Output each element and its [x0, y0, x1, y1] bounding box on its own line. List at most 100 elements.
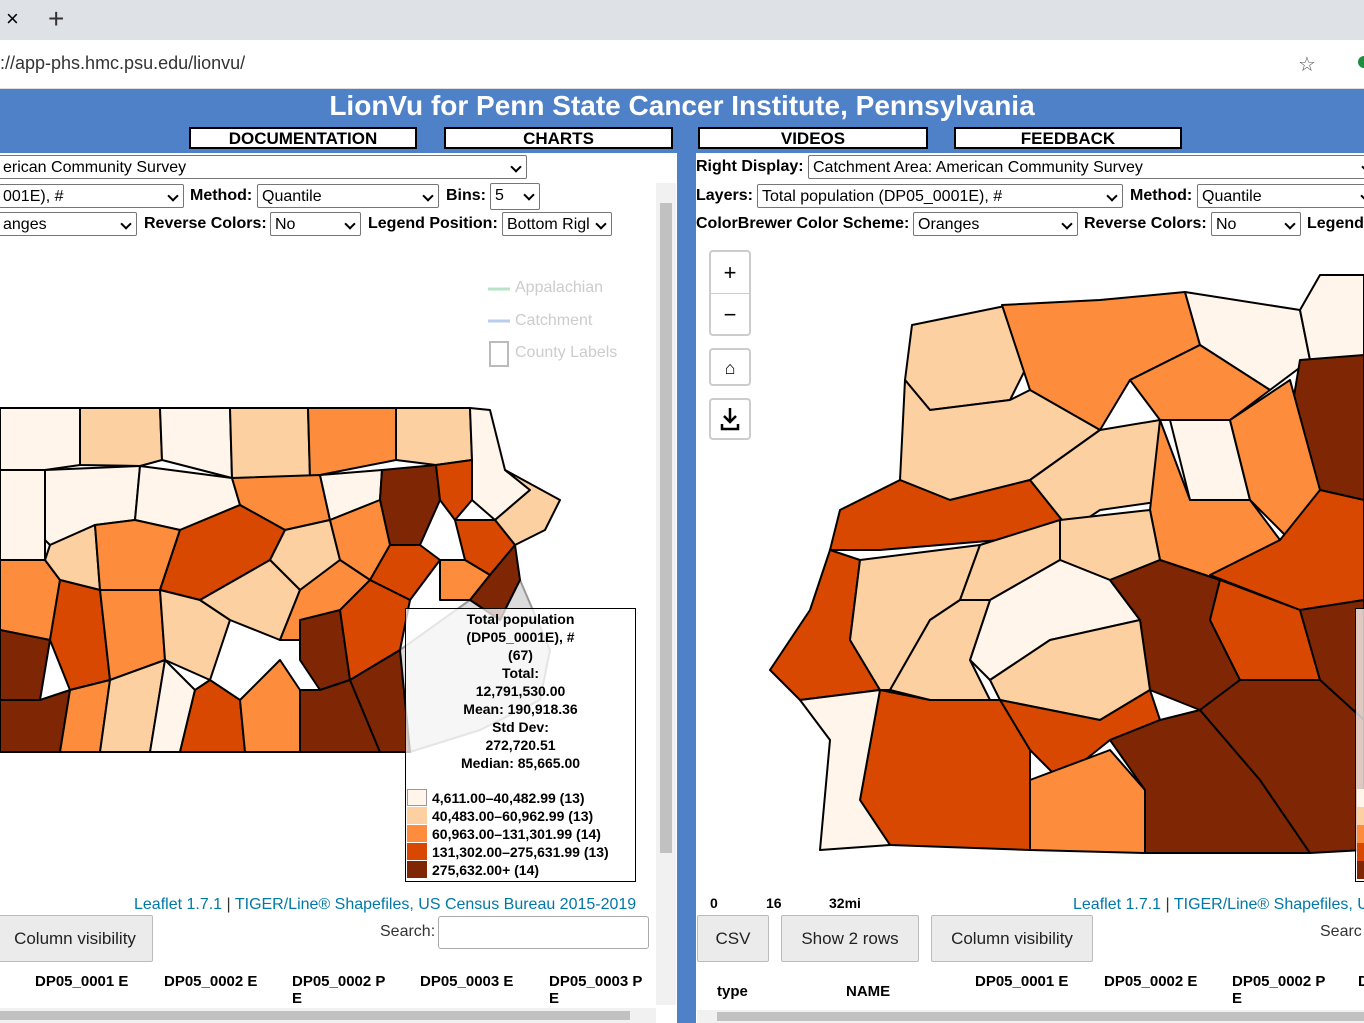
new-tab[interactable]: + — [48, 3, 65, 34]
scroll-thumb[interactable] — [717, 1012, 1364, 1021]
legend: Total population (DP05_0001E), # (67) To… — [405, 608, 636, 882]
bookmark-star[interactable]: ☆ — [1298, 54, 1316, 76]
attribution: Leaflet 1.7.1 | TIGER/Line® Shapefiles, … — [134, 896, 636, 914]
leaflet-link[interactable]: Leaflet 1.7.1 — [1073, 896, 1162, 913]
county — [239, 659, 301, 753]
legend-classes: 4,611.00–40,482.99 (13) 40,483.00–60,962… — [407, 789, 609, 879]
download-button[interactable] — [709, 398, 751, 440]
legend-line: Median: 85,665.00 — [460, 755, 581, 771]
column-header[interactable]: DP05_0002 E — [164, 973, 258, 990]
nav-button[interactable]: FEEDBACK — [954, 127, 1182, 149]
right-map[interactable] — [696, 240, 1364, 880]
method-select[interactable]: Quantile — [1197, 184, 1364, 208]
legend-position-label: Legend — [1307, 215, 1364, 232]
method-select[interactable]: Quantile — [257, 184, 439, 208]
county — [0, 407, 81, 471]
county — [1299, 599, 1364, 721]
column-header[interactable]: DP05_0001 E — [975, 973, 1069, 990]
column-header[interactable]: DP05_0003 PE — [549, 973, 643, 1007]
column-header[interactable]: type — [717, 983, 748, 1000]
search-input[interactable] — [438, 916, 649, 949]
swatch — [1357, 789, 1364, 807]
csv-button[interactable]: CSV — [697, 915, 769, 962]
source-link[interactable]: TIGER/Line® Shapefiles, US Census Bureau… — [234, 896, 637, 913]
right-display-label: Right Display: — [696, 158, 804, 175]
overlay-label[interactable]: Appalachian — [515, 279, 604, 296]
separator: | — [1165, 896, 1170, 913]
legend-line: Total population — [466, 611, 575, 627]
column-header[interactable]: DP05_0003 E — [420, 973, 514, 990]
url[interactable]: ://app-phs.hmc.psu.edu/lionvu/ — [0, 53, 246, 73]
overlay-label[interactable]: Catchment — [515, 312, 593, 329]
show-rows-button[interactable]: Show 2 rows — [781, 915, 919, 962]
overlay-checkbox[interactable] — [489, 341, 509, 367]
legend-line: Total: — [501, 665, 540, 681]
county — [79, 407, 163, 467]
column-visibility-button[interactable]: Column visibility — [931, 915, 1093, 962]
reverse-label: Reverse Colors: — [144, 215, 267, 232]
layers-label: Layers: — [696, 187, 753, 204]
legend-clipped — [1355, 608, 1364, 882]
county — [435, 459, 473, 521]
right-display-select[interactable]: Catchment Area: American Community Surve… — [808, 155, 1364, 179]
county — [0, 469, 46, 561]
nav-button[interactable]: DOCUMENTATION — [189, 127, 417, 149]
column-header[interactable]: DP05_0002 E — [1104, 973, 1198, 990]
horizontal-scrollbar[interactable] — [697, 1010, 1364, 1023]
column-header[interactable]: D — [1358, 973, 1364, 990]
horizontal-scrollbar[interactable] — [0, 1008, 656, 1023]
app-title: LionVu for Penn State Cancer Institute, … — [329, 90, 1035, 121]
scroll-thumb[interactable] — [660, 203, 672, 853]
bins-input[interactable]: 5 — [490, 183, 540, 210]
attribution: Leaflet 1.7.1 | TIGER/Line® Shapefiles, … — [1073, 896, 1364, 914]
profile-dot[interactable] — [1358, 56, 1364, 68]
layer-select[interactable]: 001E), # — [0, 184, 184, 208]
close-tab[interactable]: × — [6, 6, 19, 31]
column-header[interactable]: DP05_0001 E — [35, 973, 129, 990]
layer-select[interactable]: Total population (DP05_0001E), # — [757, 184, 1123, 208]
search-label: Search: — [380, 923, 436, 940]
nav-button[interactable]: CHARTS — [444, 127, 673, 149]
legend-line: (DP05_0001E), # — [466, 629, 575, 645]
column-header[interactable]: NAME — [846, 983, 891, 1000]
method-label: Method: — [1130, 187, 1193, 204]
column-header[interactable]: DP05_0002 PE — [292, 973, 386, 1007]
county — [1184, 291, 1311, 391]
separator: | — [226, 896, 231, 913]
legend-line: 12,791,530.00 — [475, 683, 566, 699]
source-link[interactable]: TIGER/Line® Shapefiles, U — [1173, 896, 1364, 913]
scheme-select[interactable]: anges — [0, 212, 137, 236]
reverse-select[interactable]: No — [1211, 212, 1301, 236]
column-header[interactable]: DP05_0002 PE — [1232, 973, 1326, 1007]
overlay-label[interactable]: County Labels — [515, 344, 618, 361]
legend-line: (67) — [508, 647, 533, 663]
class-label: 4,611.00–40,482.99 (13) — [432, 790, 585, 806]
bins-label: Bins: — [446, 187, 486, 204]
column-visibility-button[interactable]: Column visibility — [0, 915, 153, 962]
reverse-select[interactable]: No — [270, 212, 361, 236]
leaflet-link[interactable]: Leaflet 1.7.1 — [134, 896, 223, 913]
county — [1209, 489, 1364, 611]
legend-summary: Total population (DP05_0001E), # (67) To… — [406, 609, 635, 772]
download-icon — [720, 408, 740, 431]
scroll-thumb[interactable] — [0, 1011, 630, 1020]
county — [469, 544, 521, 621]
county — [229, 407, 311, 479]
legend-class: 131,302.00–275,631.99 (13) — [407, 843, 609, 861]
county — [0, 629, 51, 701]
swatch — [1357, 807, 1364, 825]
nav-button[interactable]: VIDEOS — [698, 127, 928, 149]
legend-position-select[interactable]: Bottom Rigl — [502, 212, 612, 236]
method-label: Method: — [190, 187, 253, 204]
swatch — [407, 861, 427, 878]
vertical-scrollbar[interactable] — [656, 183, 676, 1005]
scale-label: 32mi — [829, 895, 861, 911]
legend-line: 272,720.51 — [485, 737, 556, 753]
scheme-select[interactable]: Oranges — [913, 212, 1078, 236]
zoom-out[interactable]: − — [723, 302, 737, 327]
display-select[interactable]: erican Community Survey — [0, 155, 527, 179]
home-button[interactable]: ⌂ — [709, 348, 751, 386]
zoom-in[interactable]: + — [711, 252, 749, 294]
legend-line: Std Dev: — [492, 719, 549, 735]
